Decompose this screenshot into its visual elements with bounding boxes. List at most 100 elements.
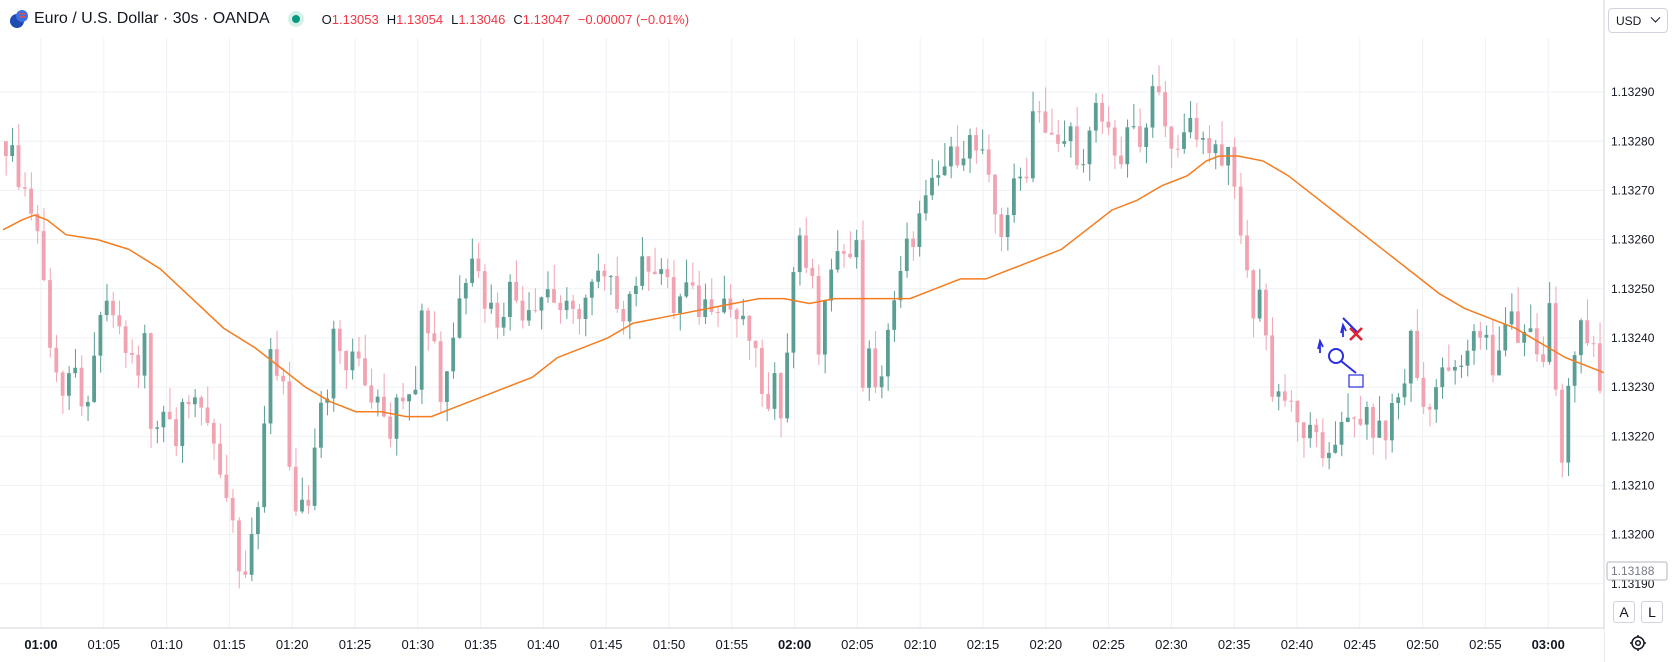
candle bbox=[841, 243, 846, 268]
candle-body bbox=[1257, 289, 1262, 319]
candle-body bbox=[67, 373, 71, 396]
candle-body bbox=[1415, 330, 1419, 378]
candle bbox=[1188, 100, 1193, 139]
time-tick-label: 01:25 bbox=[339, 637, 372, 652]
auto-scale-button[interactable]: A bbox=[1613, 601, 1635, 623]
candle bbox=[879, 365, 884, 399]
last-price-label: 1.13188 bbox=[1606, 561, 1668, 581]
time-tick-label: 01:05 bbox=[88, 637, 121, 652]
candle bbox=[1314, 418, 1319, 448]
candle bbox=[930, 159, 934, 201]
candle-body bbox=[1421, 377, 1426, 407]
candle-body bbox=[810, 267, 815, 276]
candle-body bbox=[886, 329, 890, 377]
cross-mark-drawing bbox=[1349, 327, 1363, 341]
candle bbox=[747, 315, 752, 360]
candle-body bbox=[130, 352, 134, 355]
candle bbox=[1509, 293, 1514, 330]
candle bbox=[262, 405, 267, 513]
candle bbox=[495, 292, 500, 339]
candle bbox=[810, 258, 815, 289]
candles bbox=[4, 65, 1675, 589]
candle bbox=[482, 264, 487, 323]
candle-body bbox=[142, 333, 147, 376]
candle-body bbox=[703, 299, 708, 318]
candle bbox=[1465, 339, 1470, 377]
candle bbox=[337, 320, 342, 364]
high-key: H bbox=[386, 11, 397, 27]
candle bbox=[785, 333, 789, 423]
candle bbox=[426, 307, 430, 351]
price-tick-label: 1.13210 bbox=[1611, 478, 1655, 492]
candle-body bbox=[1345, 417, 1350, 423]
candle bbox=[1043, 87, 1048, 134]
candle bbox=[898, 255, 903, 308]
candle bbox=[854, 229, 859, 269]
candle-body bbox=[1528, 328, 1533, 332]
candle bbox=[646, 255, 651, 292]
candle-body bbox=[167, 411, 172, 420]
candle bbox=[741, 298, 745, 326]
candle bbox=[451, 322, 456, 379]
candle bbox=[1270, 317, 1275, 402]
candle-body bbox=[1339, 422, 1344, 445]
candle-body bbox=[930, 177, 934, 196]
candle-body bbox=[1301, 422, 1306, 439]
candle bbox=[974, 127, 978, 164]
time-tick-label: 01:20 bbox=[276, 637, 309, 652]
candle bbox=[1560, 383, 1564, 478]
candle-body bbox=[306, 499, 311, 506]
candle bbox=[48, 267, 52, 358]
candle-body bbox=[1219, 144, 1224, 166]
candle bbox=[589, 279, 594, 316]
candle bbox=[1295, 400, 1300, 442]
candle-body bbox=[111, 300, 115, 316]
candle bbox=[999, 207, 1004, 252]
candle-body bbox=[186, 401, 191, 405]
candle-body bbox=[1377, 420, 1382, 438]
candle-body bbox=[1213, 144, 1218, 154]
candle bbox=[1163, 81, 1167, 138]
candle-body bbox=[589, 281, 594, 298]
candle-body bbox=[1579, 320, 1583, 356]
symbol-title[interactable]: Euro / U.S. Dollar · 30s · OANDA bbox=[34, 10, 270, 27]
candle bbox=[1434, 379, 1438, 423]
candle bbox=[60, 370, 65, 414]
candle bbox=[54, 334, 59, 382]
time-tick-label: 02:50 bbox=[1406, 637, 1439, 652]
candle bbox=[558, 295, 563, 324]
candle bbox=[961, 140, 966, 171]
candle bbox=[1579, 318, 1583, 374]
candle bbox=[659, 258, 663, 285]
candle-body bbox=[1087, 130, 1092, 165]
candle-body bbox=[104, 300, 109, 316]
candle bbox=[753, 340, 758, 368]
candle-body bbox=[911, 238, 915, 247]
candle bbox=[703, 283, 708, 325]
candle-body bbox=[199, 397, 204, 408]
candle bbox=[848, 231, 852, 259]
candle-body bbox=[98, 315, 103, 356]
gear-icon[interactable] bbox=[1628, 633, 1648, 653]
log-scale-button[interactable]: L bbox=[1641, 601, 1663, 623]
candle-body bbox=[778, 373, 783, 419]
candle-body bbox=[1238, 186, 1243, 236]
candle-body bbox=[432, 333, 437, 342]
candle-body bbox=[1440, 367, 1445, 388]
candle bbox=[816, 264, 821, 366]
currency-button[interactable]: USD bbox=[1608, 8, 1668, 33]
candle bbox=[445, 370, 449, 422]
candle-body bbox=[1358, 418, 1363, 425]
candle bbox=[1257, 269, 1262, 322]
candle bbox=[1100, 93, 1104, 135]
candle bbox=[22, 172, 27, 197]
candle bbox=[331, 320, 336, 412]
candle bbox=[791, 266, 796, 369]
candle bbox=[1112, 119, 1117, 170]
candle-body bbox=[514, 281, 519, 301]
candle-body bbox=[426, 310, 430, 334]
candle bbox=[79, 355, 84, 416]
candle-body bbox=[400, 397, 405, 402]
